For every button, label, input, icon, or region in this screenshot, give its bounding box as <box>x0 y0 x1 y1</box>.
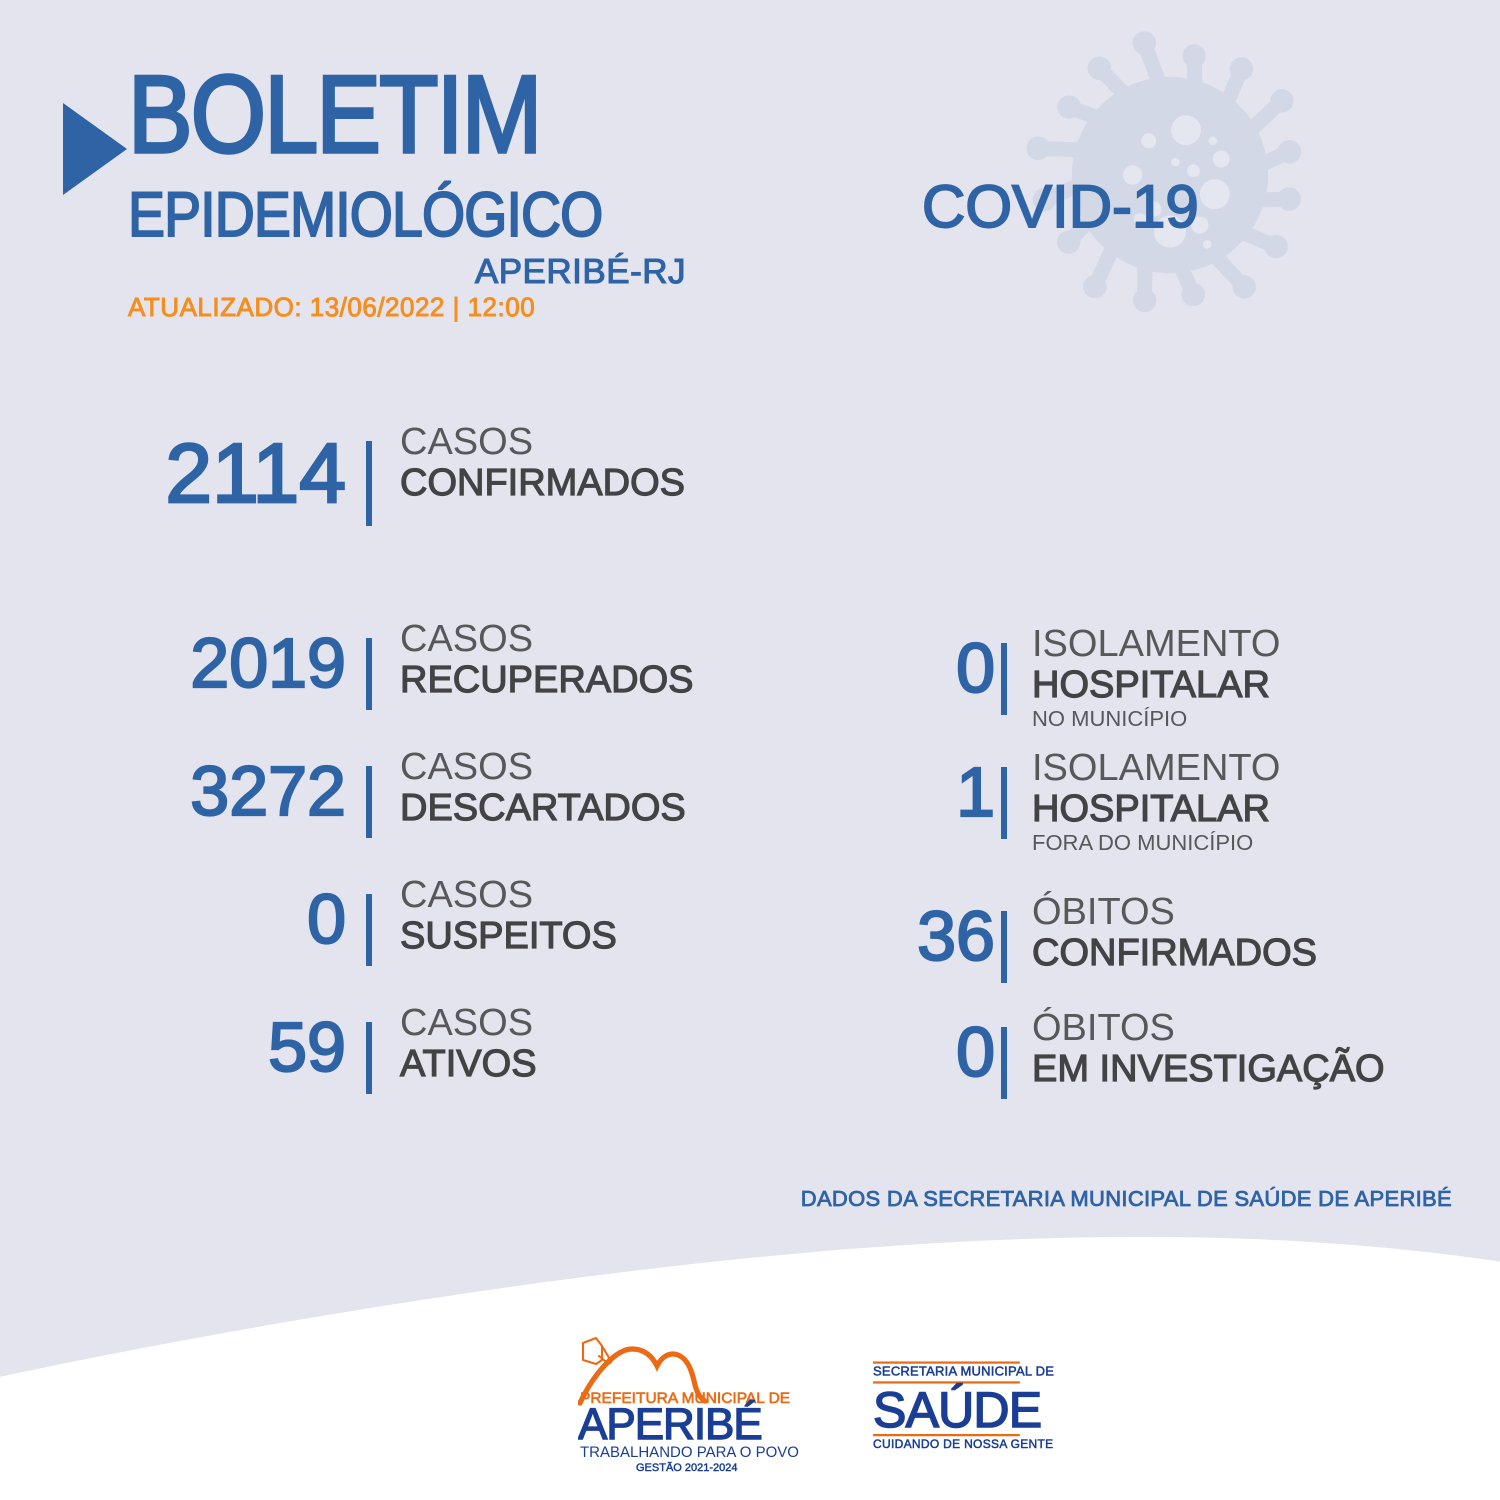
svg-text:GESTÃO 2021-2024: GESTÃO 2021-2024 <box>636 1459 738 1474</box>
svg-text:SAÚDE: SAÚDE <box>873 1382 1041 1438</box>
svg-text:TRABALHANDO PARA O POVO: TRABALHANDO PARA O POVO <box>580 1444 799 1461</box>
svg-text:APERIBÉ: APERIBÉ <box>578 1400 762 1449</box>
svg-text:SECRETARIA MUNICIPAL DE: SECRETARIA MUNICIPAL DE <box>873 1363 1054 1378</box>
svg-text:CUIDANDO DE NOSSA GENTE: CUIDANDO DE NOSSA GENTE <box>873 1437 1053 1451</box>
